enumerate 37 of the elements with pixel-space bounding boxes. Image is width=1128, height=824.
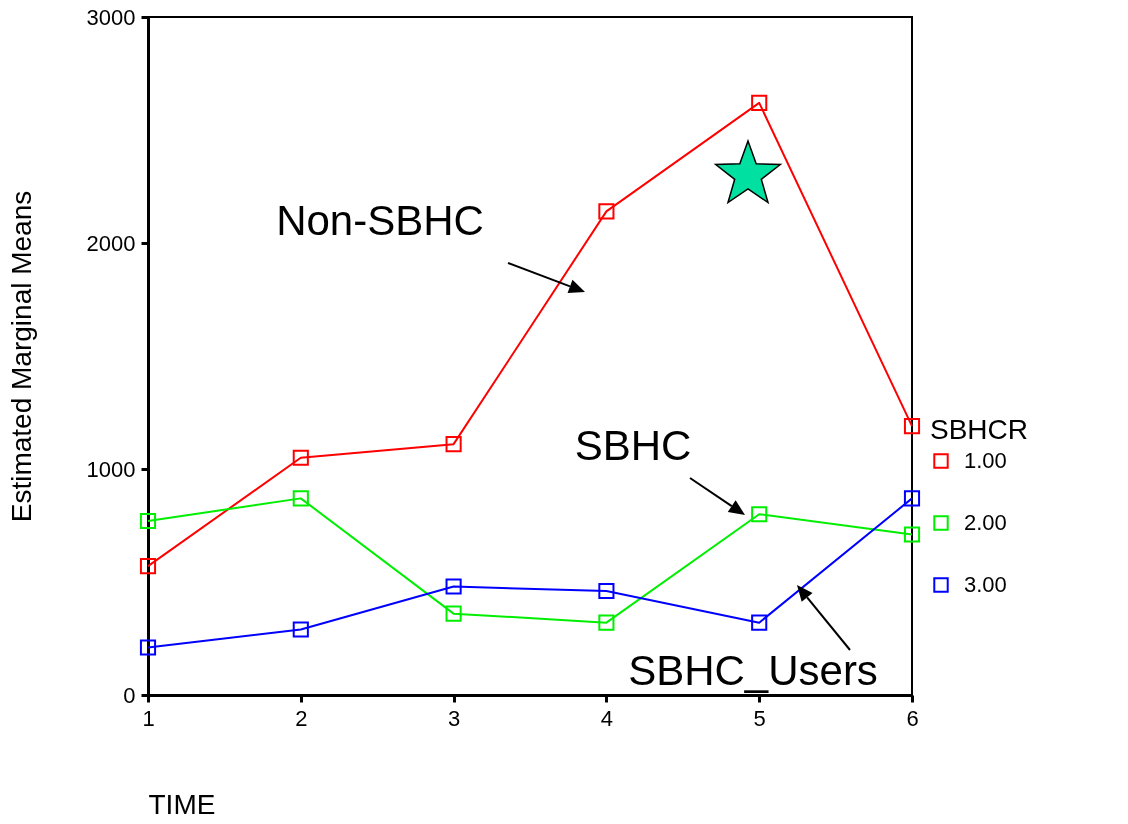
- point: [445, 578, 462, 595]
- point: [751, 94, 768, 111]
- annotation: Non-SBHC: [276, 197, 484, 244]
- x-tick-label: 1: [142, 705, 155, 731]
- point: [445, 436, 462, 453]
- y-tick-label: 1000: [86, 456, 136, 482]
- point: [598, 614, 615, 631]
- x-tick-label: 3: [447, 705, 461, 731]
- point: [903, 526, 921, 543]
- legend-title: SBHCR: [930, 414, 1029, 445]
- point: [751, 614, 768, 631]
- y-tick-label: 0: [123, 682, 136, 708]
- point: [598, 582, 615, 600]
- legend-label: 3.00: [964, 572, 1007, 597]
- point: [445, 605, 462, 622]
- point: [903, 490, 921, 507]
- point: [292, 621, 309, 638]
- point: [751, 506, 768, 523]
- point: [903, 417, 921, 435]
- point: [292, 449, 309, 466]
- legend-label: 1.00: [964, 448, 1007, 473]
- annotation: SBHC_Users: [628, 647, 878, 694]
- point: [139, 558, 157, 575]
- x-tick-label: 6: [906, 705, 919, 731]
- point: [598, 203, 615, 220]
- point: [139, 639, 157, 656]
- annotation: SBHC: [574, 422, 692, 469]
- legend-label: 2.00: [964, 510, 1007, 535]
- y-tick-label: 2000: [86, 230, 136, 256]
- point: [292, 490, 309, 507]
- y-axis-title: Estimated Marginal Means: [5, 190, 37, 523]
- point: [139, 512, 157, 530]
- y-tick-label: 3000: [86, 4, 136, 30]
- x-tick-label: 4: [600, 705, 614, 731]
- x-tick-label: 2: [295, 705, 308, 731]
- x-tick-label: 5: [753, 705, 766, 731]
- x-axis-title: TIME: [148, 788, 216, 820]
